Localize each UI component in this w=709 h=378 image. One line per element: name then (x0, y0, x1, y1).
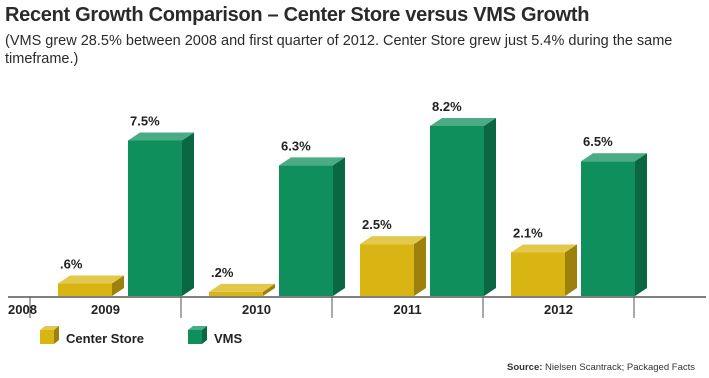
data-label: 2.5% (362, 217, 392, 232)
legend-swatch (40, 330, 54, 344)
bar-side (484, 118, 496, 296)
legend-label: Center Store (66, 331, 144, 346)
bar-side (112, 275, 124, 296)
source-label: Source: (507, 362, 543, 373)
x-tick-start: 2008 (8, 302, 37, 317)
bar (279, 165, 333, 296)
legend-swatch-top (188, 326, 207, 330)
source-note: Source: Nielsen Scantrack; Packaged Fact… (507, 362, 695, 373)
legend-swatch-top (40, 326, 59, 330)
data-label: 7.5% (130, 114, 160, 129)
bar (430, 126, 484, 296)
data-label: .6% (60, 257, 83, 272)
legend-swatch (188, 330, 202, 344)
x-tick-label: 2010 (242, 302, 271, 317)
data-label: 2.1% (513, 225, 543, 240)
chart-title: Recent Growth Comparison – Center Store … (5, 4, 590, 26)
data-label: .2% (211, 265, 234, 280)
bar-top (58, 275, 124, 284)
bar-side (263, 283, 275, 296)
bar-top (209, 283, 275, 292)
bar-top (128, 132, 194, 141)
x-tick-label: 2011 (393, 302, 421, 317)
bar-side (565, 244, 577, 296)
bar (511, 252, 565, 296)
bar (128, 140, 182, 296)
bar-top (360, 236, 426, 245)
source-text: Nielsen Scantrack; Packaged Facts (545, 362, 695, 373)
legend-swatch-side (54, 326, 59, 344)
x-tick-label: 2009 (91, 302, 120, 317)
bar-side (414, 236, 426, 296)
data-label: 8.2% (432, 99, 462, 114)
bar (58, 283, 112, 296)
data-label: 6.3% (281, 138, 311, 153)
data-label: 6.5% (583, 134, 613, 149)
bar-top (581, 153, 647, 162)
bar-side (635, 153, 647, 296)
legend-label: VMS (214, 331, 243, 346)
x-tick-label: 2012 (544, 302, 573, 317)
bar-side (333, 157, 345, 296)
bar (581, 161, 635, 296)
bar (209, 291, 263, 296)
bar-top (430, 118, 496, 126)
legend-swatch-side (202, 326, 207, 344)
bar-side (182, 132, 194, 296)
bar (360, 244, 414, 296)
bar-top (511, 244, 577, 253)
bar-top (279, 157, 345, 166)
chart-subtitle: (VMS grew 28.5% between 2008 and first q… (5, 33, 673, 67)
